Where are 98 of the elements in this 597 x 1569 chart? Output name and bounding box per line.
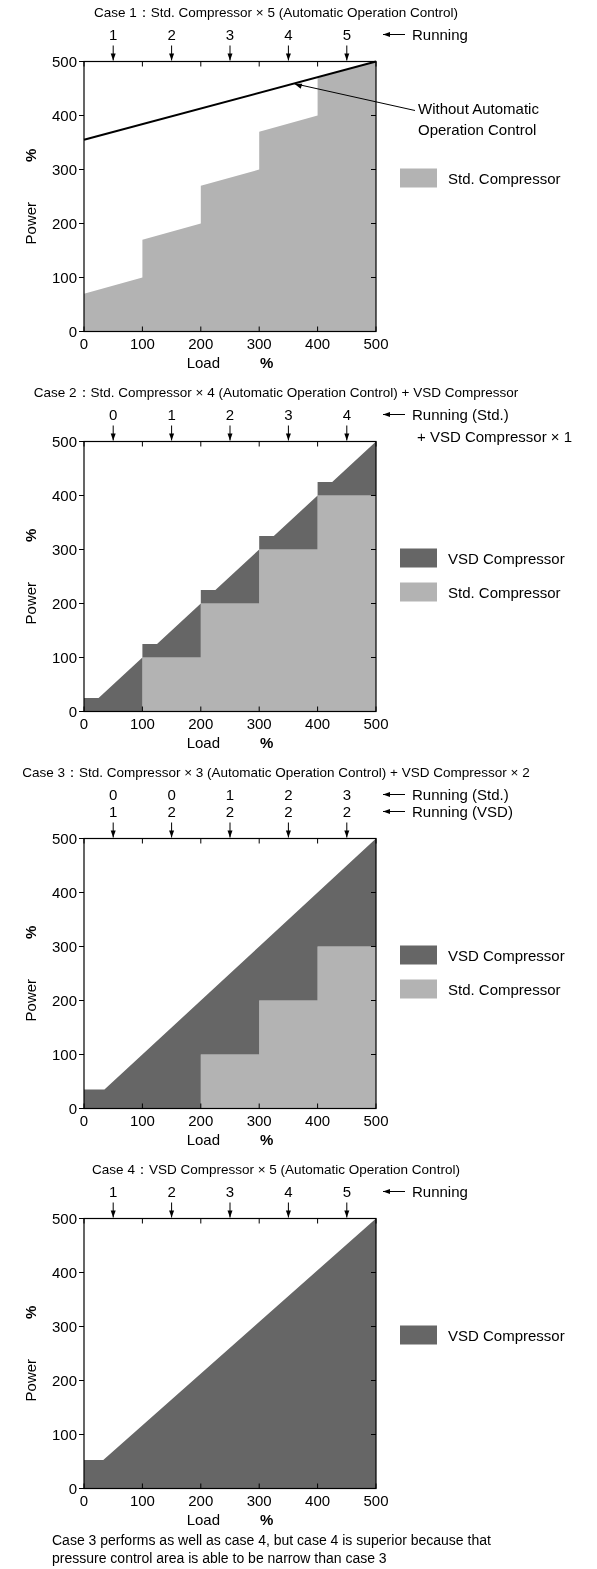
y-tick-label: 0 (68, 702, 77, 720)
text: 1 (225, 785, 235, 803)
text: Load % (186, 1510, 274, 1528)
x2-tick-label: 5 (342, 25, 351, 43)
x-tick-label: 0 (79, 334, 89, 352)
x2-tick-label: 1 (167, 405, 176, 423)
chart-title: Case 1：Std. Compressor × 5 (Automatic Operation Control) (93, 4, 459, 20)
y-tick-label: 200 (51, 1371, 77, 1389)
text: 2 (284, 802, 293, 820)
x2-tick-label: 1 (109, 1182, 118, 1200)
legend-label: VSD Compressor (448, 1326, 565, 1344)
y-tick-label: 500 (51, 432, 77, 450)
y-tick-label: 0 (68, 1479, 77, 1497)
x-tick-label: 200 (188, 714, 214, 732)
legend-label: Std. Compressor (448, 980, 561, 998)
x-tick-label: 200 (188, 1111, 214, 1129)
x-tick-label: 0 (79, 714, 89, 732)
legend-label: Std. Compressor (448, 583, 561, 601)
text: 2 (167, 802, 176, 820)
text: Power % (22, 148, 39, 245)
x-tick-label: 0 (79, 1491, 89, 1509)
y-tick-label: 300 (51, 540, 77, 558)
text: Power % (22, 528, 39, 625)
x-tick-label: 500 (363, 334, 389, 352)
x-tick-label: 400 (305, 1491, 331, 1509)
y-tick-label: 200 (51, 594, 77, 612)
x-tick-label: 500 (363, 1491, 389, 1509)
x2-tick-label: 1 (109, 25, 118, 43)
y-tick-label: 400 (51, 106, 77, 124)
x2-tick-label: 2 (167, 1182, 176, 1200)
y-tick-label: 100 (51, 1045, 77, 1063)
y-tick-label: 100 (51, 1425, 77, 1443)
x-tick-label: 100 (129, 334, 155, 352)
text: 3 (342, 785, 351, 803)
text: 0 (109, 785, 118, 803)
y-tick-label: 0 (68, 1099, 77, 1117)
x-tick-label: 200 (188, 1491, 214, 1509)
x2-tick-label: 2 (225, 405, 235, 423)
annotation: Without Automatic Operation Control (418, 99, 540, 138)
x2-tick-label: 4 (284, 25, 293, 43)
y-tick-label: 100 (51, 648, 77, 666)
text: Load % (186, 1130, 274, 1148)
legend-label: VSD Compressor (448, 946, 565, 964)
y-tick-label: 300 (51, 937, 77, 955)
x2-tick-label: 3 (284, 405, 293, 423)
x2-axis-title: Running (412, 25, 468, 43)
x-tick-label: 300 (246, 714, 272, 732)
y-tick-label: 300 (51, 160, 77, 178)
chart-title: Case 3：Std. Compressor × 3 (Automatic Operation Control) + VSD Compressor × 2 (22, 764, 530, 780)
x-tick-label: 300 (246, 1111, 272, 1129)
text: Running (VSD) (412, 802, 513, 820)
chart-title: Case 2：Std. Compressor × 4 (Automatic Operation Control) + VSD Compressor (33, 384, 519, 400)
x-tick-label: 100 (129, 1111, 155, 1129)
y-tick-label: 400 (51, 883, 77, 901)
text: 1 (109, 802, 118, 820)
y-tick-label: 400 (51, 486, 77, 504)
text: Power % (22, 925, 39, 1022)
text: Case 3 performs as well as case 4, but case 4 is superior because that pressure control area is able to be narrow than case 3 (52, 1531, 491, 1566)
y-tick-label: 500 (51, 1209, 77, 1227)
x2-tick-label: 4 (342, 405, 351, 423)
x-tick-label: 400 (305, 1111, 331, 1129)
x2-tick-label: 0 (109, 405, 118, 423)
x-tick-label: 500 (363, 1111, 389, 1129)
y-tick-label: 500 (51, 829, 77, 847)
x-tick-label: 500 (363, 714, 389, 732)
x2-tick-label: 3 (225, 1182, 235, 1200)
text: Power % (22, 1305, 39, 1402)
x2-axis-title: Running (Std.) (412, 785, 509, 803)
x2-axis-title: Running (Std.) + VSD Compressor × 1 (412, 405, 573, 445)
y-tick-label: 400 (51, 1263, 77, 1281)
text: Load % (186, 353, 274, 371)
x-tick-label: 300 (246, 334, 272, 352)
x-tick-label: 400 (305, 714, 331, 732)
y-tick-label: 500 (51, 52, 77, 70)
text: 2 (225, 802, 235, 820)
x-tick-label: 300 (246, 1491, 272, 1509)
chart-title: Case 4：VSD Compressor × 5 (Automatic Operation Control) (92, 1161, 460, 1177)
x2-axis-title: Running (412, 1182, 468, 1200)
y-tick-label: 300 (51, 1317, 77, 1335)
text: Load % (186, 733, 274, 751)
legend-label: VSD Compressor (448, 549, 565, 567)
text: 0 (167, 785, 176, 803)
x2-tick-label: 2 (167, 25, 176, 43)
legend-label: Std. Compressor (448, 169, 561, 187)
x-tick-label: 100 (129, 1491, 155, 1509)
y-tick-label: 100 (51, 268, 77, 286)
y-tick-label: 0 (68, 322, 77, 340)
x-tick-label: 400 (305, 334, 331, 352)
y-tick-label: 200 (51, 214, 77, 232)
x2-tick-label: 4 (284, 1182, 293, 1200)
text: 2 (342, 802, 351, 820)
y-tick-label: 200 (51, 991, 77, 1009)
x2-tick-label: 3 (225, 25, 235, 43)
x-tick-label: 200 (188, 334, 214, 352)
x-tick-label: 0 (79, 1111, 89, 1129)
x2-tick-label: 5 (342, 1182, 351, 1200)
text: 2 (284, 785, 293, 803)
x-tick-label: 100 (129, 714, 155, 732)
